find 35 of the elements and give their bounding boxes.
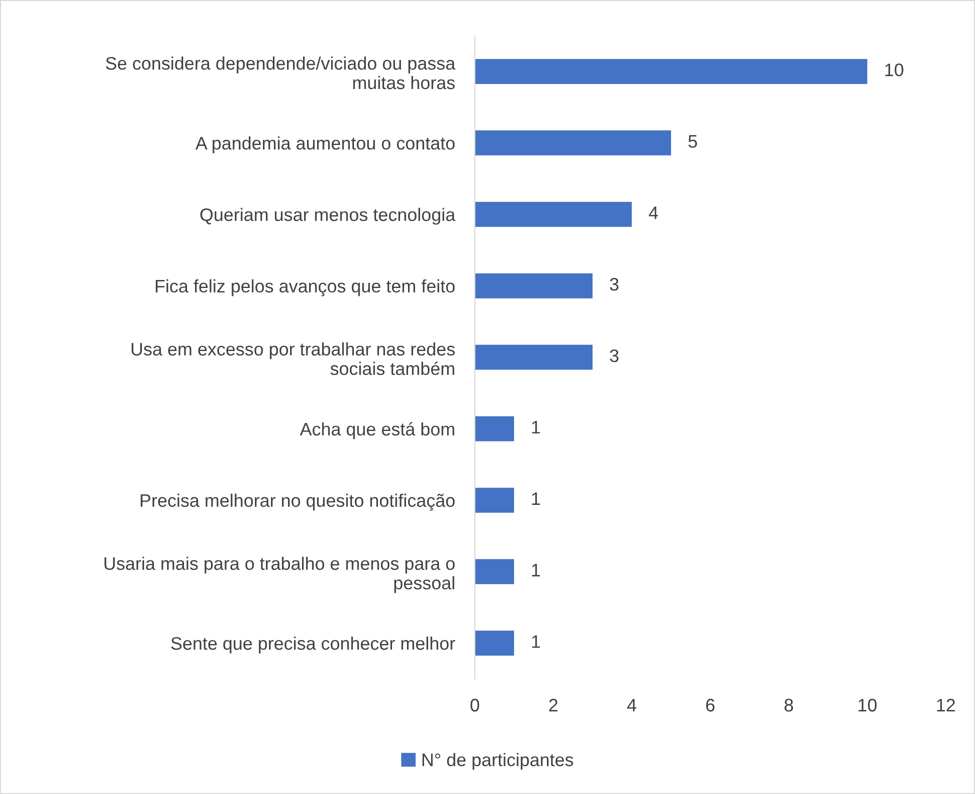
y-tick-label: Sente que precisa conhecer melhor <box>171 636 456 654</box>
bar <box>474 58 868 84</box>
data-label: 10 <box>885 64 904 76</box>
y-tick-label: Acha que está bom <box>300 422 454 440</box>
data-label: 1 <box>532 635 540 648</box>
data-label: 3 <box>610 278 618 291</box>
bar <box>474 202 632 227</box>
y-tick-label: Usaria mais para o trabalho e menos para o pessoal <box>104 556 455 593</box>
data-label: 3 <box>610 349 618 362</box>
y-tick-label: Fica feliz pelos avanços que tem feito <box>156 279 455 296</box>
legend-label: N° de participantes <box>422 752 574 770</box>
y-tick-label: Usa em excesso por trabalhar nas redes sociais também <box>132 342 455 376</box>
x-tick-label: 0 <box>470 698 480 712</box>
bar <box>474 416 514 442</box>
x-tick-label: 2 <box>549 698 558 712</box>
data-label: 4 <box>648 206 658 220</box>
y-tick-label: Precisa melhorar no quesito notificação <box>140 494 455 511</box>
x-tick-label: 8 <box>784 698 794 712</box>
bar <box>474 559 514 584</box>
bar <box>474 630 514 656</box>
data-label: 1 <box>532 492 540 505</box>
data-label: 1 <box>532 421 540 434</box>
x-tick-label: 4 <box>627 698 636 712</box>
bar <box>474 273 593 298</box>
data-label: 5 <box>688 135 697 148</box>
x-tick-label: 6 <box>706 698 715 712</box>
x-tick-label: 10 <box>858 698 877 712</box>
bar <box>474 488 514 513</box>
y-tick-label: Queriam usar menos tecnologia <box>200 208 456 225</box>
bar <box>474 344 593 370</box>
data-label: 1 <box>532 564 540 576</box>
y-tick-label: Se considera dependende/viciado ou passa muitas horas <box>106 56 456 90</box>
bar <box>474 130 672 156</box>
y-tick-label: A pandemia aumentou o contato <box>195 136 455 154</box>
x-tick-label: 12 <box>937 698 955 712</box>
